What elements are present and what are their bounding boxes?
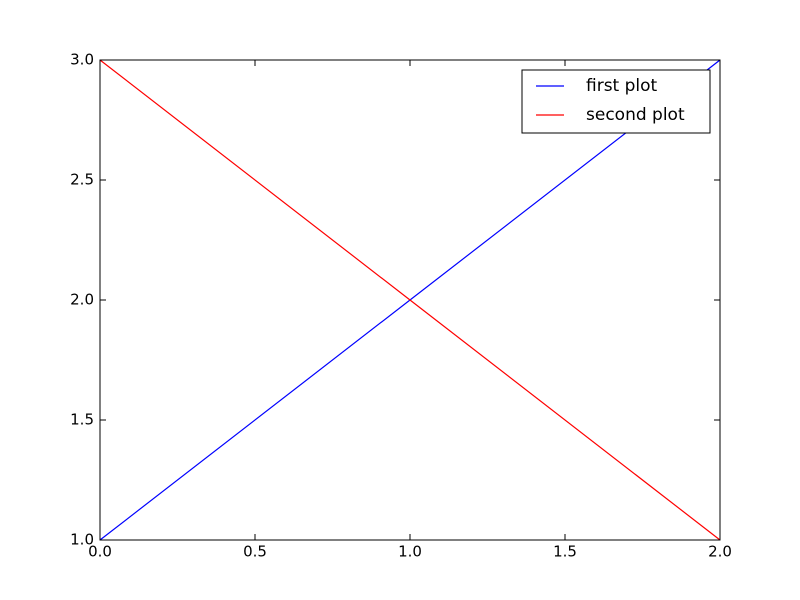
- x-tick-label: 1.0: [398, 543, 422, 561]
- legend-label: first plot: [586, 76, 658, 96]
- x-tick-label: 2.0: [708, 543, 732, 561]
- y-tick-label: 1.0: [70, 531, 94, 549]
- x-tick-label: 1.5: [553, 543, 577, 561]
- x-tick-label: 0.0: [88, 543, 112, 561]
- y-tick-label: 1.5: [70, 411, 94, 429]
- plot-frame: [99, 59, 721, 541]
- y-tick-label: 3.0: [70, 51, 94, 69]
- y-tick-label: 2.0: [70, 291, 94, 309]
- y-tick-label: 2.5: [70, 171, 94, 189]
- legend-box: [521, 69, 711, 134]
- legend-label: second plot: [586, 105, 685, 125]
- x-tick-label: 0.5: [243, 543, 267, 561]
- data-line: [99, 59, 721, 541]
